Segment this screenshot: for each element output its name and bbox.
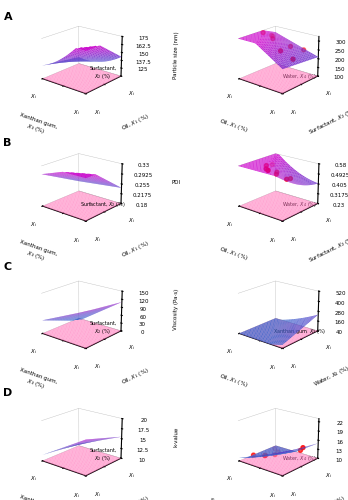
X-axis label: Oil, $X_1$ (%): Oil, $X_1$ (%): [218, 244, 249, 262]
Y-axis label: Oil, $X_1$ (%): Oil, $X_1$ (%): [120, 366, 151, 388]
Y-axis label: Oil, $X_1$ (%): Oil, $X_1$ (%): [120, 111, 151, 132]
Y-axis label: Oil, $X_1$ (%): Oil, $X_1$ (%): [316, 494, 347, 500]
Text: A: A: [3, 12, 12, 22]
X-axis label: Xanthan gum,
$X_3$ (%): Xanthan gum, $X_3$ (%): [16, 240, 58, 267]
Y-axis label: Surfactant, $X_2$ (%): Surfactant, $X_2$ (%): [307, 106, 348, 138]
Text: D: D: [3, 388, 13, 398]
X-axis label: Xanthan gum,
$X_3$ (%): Xanthan gum, $X_3$ (%): [16, 367, 58, 394]
Y-axis label: Oil, $X_1$ (%): Oil, $X_1$ (%): [120, 494, 151, 500]
X-axis label: Xanthan gum,
$X_3$ (%): Xanthan gum, $X_3$ (%): [16, 494, 58, 500]
X-axis label: Oil, $X_1$ (%): Oil, $X_1$ (%): [218, 117, 249, 135]
Y-axis label: Oil, $X_1$ (%): Oil, $X_1$ (%): [120, 238, 151, 260]
Text: B: B: [3, 138, 12, 147]
X-axis label: Oil, $X_1$ (%): Oil, $X_1$ (%): [218, 372, 249, 390]
Y-axis label: Surfactant, $X_2$ (%): Surfactant, $X_2$ (%): [307, 234, 348, 264]
X-axis label: Surfactant, $X_2$ (%): Surfactant, $X_2$ (%): [208, 496, 259, 500]
Y-axis label: Water, $X_4$ (%): Water, $X_4$ (%): [313, 364, 348, 390]
Text: C: C: [3, 262, 11, 272]
X-axis label: Xanthan gum,
$X_3$ (%): Xanthan gum, $X_3$ (%): [16, 112, 58, 140]
